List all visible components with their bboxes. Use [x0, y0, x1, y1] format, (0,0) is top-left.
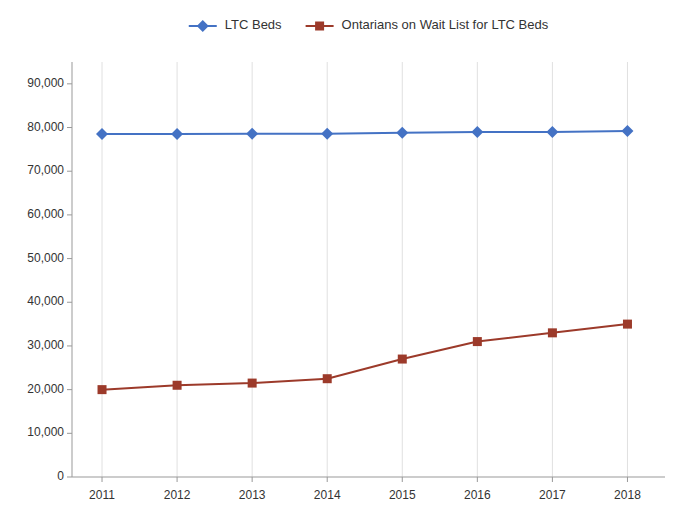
x-tick-label: 2016	[464, 488, 491, 502]
series	[98, 320, 632, 395]
x-tick	[252, 477, 253, 482]
data-point[interactable]	[323, 374, 332, 383]
grid-line	[627, 62, 628, 477]
plot-area	[96, 125, 633, 394]
data-point[interactable]	[546, 126, 558, 138]
data-point[interactable]	[173, 381, 182, 390]
legend-marker	[315, 22, 324, 31]
x-tick	[402, 477, 403, 482]
y-tick-label: 30,000	[27, 338, 64, 352]
grid	[102, 62, 627, 477]
grid-line	[102, 62, 103, 477]
legend-item: Ontarians on Wait List for LTC Beds	[306, 17, 549, 32]
y-tick-label: 70,000	[27, 163, 64, 177]
chart-container: 0 10,000 20,000 30,000 40,000 50,000 60,000 70,…	[0, 0, 685, 523]
y-tick	[67, 127, 72, 128]
y-tick-label: 40,000	[27, 294, 64, 308]
legend-item: LTC Beds	[189, 17, 282, 32]
y-tick	[67, 83, 72, 84]
x-axis-line	[72, 477, 665, 478]
y-tick	[67, 302, 72, 303]
y-tick-label: 90,000	[27, 76, 64, 90]
y-tick-label: 0	[57, 469, 64, 483]
y-tick-label: 10,000	[27, 425, 64, 439]
y-tick	[67, 433, 72, 434]
x-tick-label: 2013	[239, 488, 266, 502]
grid-line	[177, 62, 178, 477]
x-tick-label: 2015	[389, 488, 416, 502]
x-tick-label: 2017	[539, 488, 566, 502]
data-point[interactable]	[471, 126, 483, 138]
y-tick	[67, 345, 72, 346]
legend-label: Ontarians on Wait List for LTC Beds	[342, 17, 549, 32]
y-tick-label: 60,000	[27, 207, 64, 221]
grid-line	[552, 62, 553, 477]
data-point[interactable]	[623, 320, 632, 329]
grid-line	[327, 62, 328, 477]
series-line	[102, 324, 627, 390]
x-tick	[552, 477, 553, 482]
legend: LTC Beds Ontarians on Wait List for LTC B…	[189, 17, 549, 32]
x-tick-label: 2011	[89, 488, 115, 502]
axes: 0 10,000 20,000 30,000 40,000 50,000 60,000 70,…	[27, 62, 665, 502]
x-tick-label: 2018	[614, 488, 641, 502]
y-tick-label: 20,000	[27, 382, 64, 396]
grid-line	[402, 62, 403, 477]
x-tick	[102, 477, 103, 482]
data-point[interactable]	[398, 355, 407, 364]
x-tick	[327, 477, 328, 482]
x-tick-label: 2014	[314, 488, 341, 502]
x-tick-label: 2012	[164, 488, 191, 502]
data-point[interactable]	[98, 385, 107, 394]
series	[96, 125, 633, 140]
y-tick	[67, 477, 72, 478]
x-tick	[177, 477, 178, 482]
y-axis-line	[72, 62, 73, 477]
y-tick	[67, 171, 72, 172]
x-tick	[477, 477, 478, 482]
legend-label: LTC Beds	[225, 17, 282, 32]
x-tick	[627, 477, 628, 482]
y-tick	[67, 258, 72, 259]
data-point[interactable]	[246, 128, 258, 140]
grid-line	[252, 62, 253, 477]
data-point[interactable]	[473, 337, 482, 346]
data-point[interactable]	[548, 328, 557, 337]
grid-line	[477, 62, 478, 477]
y-tick-label: 80,000	[27, 120, 64, 134]
y-tick-label: 50,000	[27, 251, 64, 265]
data-point[interactable]	[171, 128, 183, 140]
data-point[interactable]	[96, 128, 108, 140]
data-point[interactable]	[621, 125, 633, 137]
data-point[interactable]	[396, 127, 408, 139]
legend-marker	[197, 20, 209, 32]
data-point[interactable]	[321, 128, 333, 140]
y-tick	[67, 214, 72, 215]
y-tick	[67, 389, 72, 390]
data-point[interactable]	[248, 379, 257, 388]
chart-svg: 0 10,000 20,000 30,000 40,000 50,000 60,000 70,…	[0, 0, 685, 523]
